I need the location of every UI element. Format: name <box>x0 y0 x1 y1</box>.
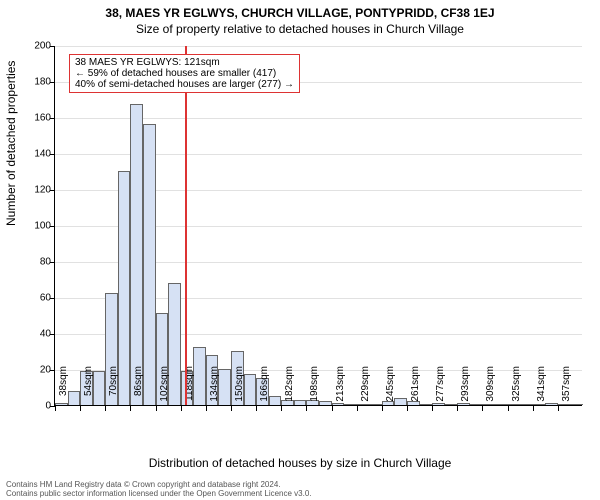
y-tick-label: 140 <box>21 149 51 160</box>
x-tick-label: 261sqm <box>410 366 421 410</box>
x-tick-mark <box>407 406 408 411</box>
histogram-bar <box>269 396 282 405</box>
x-tick-label: 277sqm <box>435 366 446 410</box>
x-tick-mark <box>256 406 257 411</box>
x-tick-mark <box>457 406 458 411</box>
histogram-bar <box>93 371 106 405</box>
x-tick-mark <box>130 406 131 411</box>
x-tick-label: 213sqm <box>335 366 346 410</box>
histogram-bar <box>143 124 156 405</box>
x-tick-mark <box>306 406 307 411</box>
footer-line2: Contains public sector information licen… <box>6 489 312 498</box>
x-tick-mark <box>105 406 106 411</box>
chart-title-line1: 38, MAES YR EGLWYS, CHURCH VILLAGE, PONT… <box>0 0 600 20</box>
x-tick-label: 198sqm <box>309 366 320 410</box>
annotation-line2: ← 59% of detached houses are smaller (41… <box>75 68 294 79</box>
x-tick-label: 54sqm <box>83 366 94 410</box>
x-tick-label: 357sqm <box>561 366 572 410</box>
x-tick-label: 245sqm <box>385 366 396 410</box>
x-tick-label: 70sqm <box>108 366 119 410</box>
x-tick-label: 134sqm <box>209 366 220 410</box>
x-tick-mark <box>80 406 81 411</box>
annotation-line1: 38 MAES YR EGLWYS: 121sqm <box>75 57 294 68</box>
x-tick-label: 341sqm <box>536 366 547 410</box>
x-tick-label: 229sqm <box>360 366 371 410</box>
x-axis-label: Distribution of detached houses by size … <box>0 456 600 470</box>
x-tick-label: 150sqm <box>234 366 245 410</box>
histogram-bar <box>193 347 206 405</box>
x-tick-label: 325sqm <box>511 366 522 410</box>
histogram-bar <box>319 401 332 405</box>
histogram-bar <box>545 403 558 405</box>
marker-line <box>185 46 187 405</box>
chart-title-line2: Size of property relative to detached ho… <box>0 20 600 36</box>
x-tick-mark <box>558 406 559 411</box>
annotation-box: 38 MAES YR EGLWYS: 121sqm← 59% of detach… <box>69 54 300 93</box>
histogram-bar <box>520 404 533 405</box>
x-tick-label: 293sqm <box>460 366 471 410</box>
gridline <box>55 46 582 47</box>
x-tick-label: 38sqm <box>58 366 69 410</box>
y-tick-label: 40 <box>21 329 51 340</box>
y-tick-label: 60 <box>21 293 51 304</box>
x-tick-mark <box>156 406 157 411</box>
y-tick-label: 120 <box>21 185 51 196</box>
histogram-bar <box>570 404 583 405</box>
histogram-bar <box>68 391 81 405</box>
y-tick-label: 0 <box>21 401 51 412</box>
y-tick-label: 200 <box>21 41 51 52</box>
x-tick-label: 182sqm <box>284 366 295 410</box>
histogram-chart: 02040608010012014016018020038sqm54sqm70s… <box>54 46 582 406</box>
x-tick-mark <box>231 406 232 411</box>
histogram-bar <box>420 404 433 405</box>
histogram-bar <box>445 404 458 405</box>
y-tick-label: 20 <box>21 365 51 376</box>
x-tick-mark <box>533 406 534 411</box>
y-tick-label: 180 <box>21 77 51 88</box>
x-tick-mark <box>382 406 383 411</box>
y-tick-label: 160 <box>21 113 51 124</box>
footer-line1: Contains HM Land Registry data © Crown c… <box>6 480 312 489</box>
x-tick-mark <box>432 406 433 411</box>
x-tick-mark <box>181 406 182 411</box>
x-tick-label: 86sqm <box>133 366 144 410</box>
histogram-bar <box>470 404 483 405</box>
x-tick-mark <box>281 406 282 411</box>
histogram-bar <box>294 400 307 405</box>
y-tick-label: 80 <box>21 257 51 268</box>
x-tick-mark <box>206 406 207 411</box>
x-tick-label: 102sqm <box>159 366 170 410</box>
x-tick-mark <box>332 406 333 411</box>
x-tick-label: 309sqm <box>485 366 496 410</box>
histogram-bar <box>218 369 231 405</box>
histogram-bar <box>168 283 181 405</box>
histogram-bar <box>130 104 143 405</box>
histogram-bar <box>118 171 131 405</box>
x-tick-label: 166sqm <box>259 366 270 410</box>
x-tick-mark <box>482 406 483 411</box>
x-tick-mark <box>55 406 56 411</box>
y-axis-label: Number of detached properties <box>4 61 18 226</box>
histogram-bar <box>369 404 382 405</box>
histogram-bar <box>394 398 407 405</box>
footer-attribution: Contains HM Land Registry data © Crown c… <box>6 480 312 498</box>
x-tick-mark <box>357 406 358 411</box>
y-tick-label: 100 <box>21 221 51 232</box>
x-tick-mark <box>508 406 509 411</box>
annotation-line3: 40% of semi-detached houses are larger (… <box>75 79 294 90</box>
histogram-bar <box>495 404 508 405</box>
histogram-bar <box>244 374 257 405</box>
histogram-bar <box>344 404 357 405</box>
